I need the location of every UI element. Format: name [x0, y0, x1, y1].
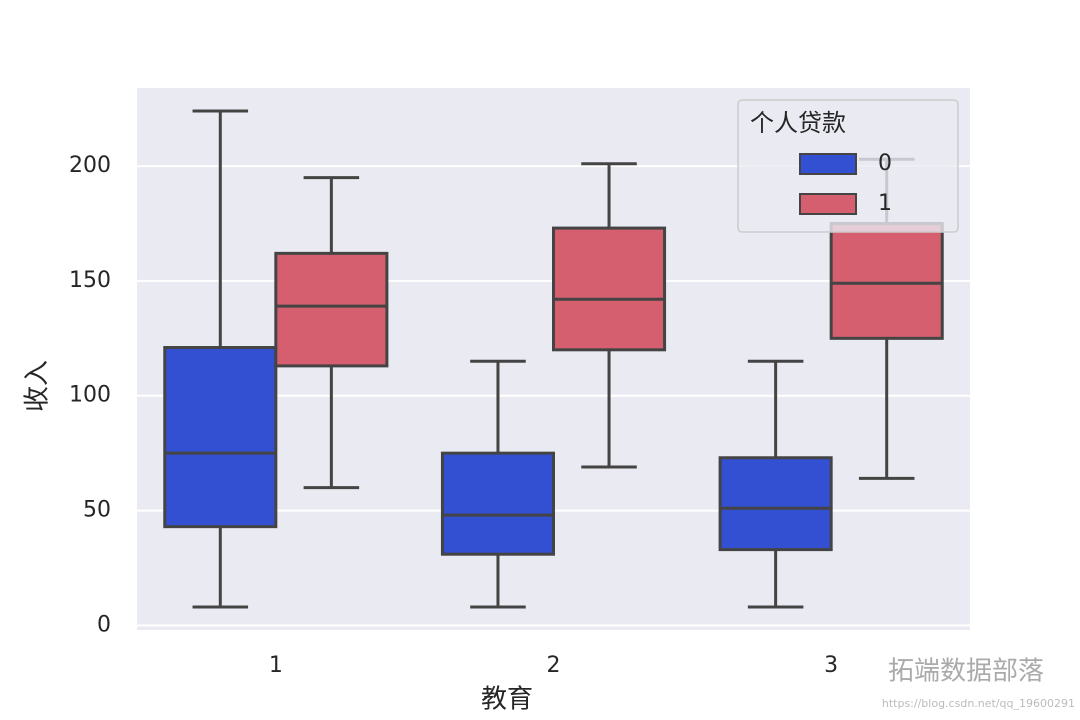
- plot: [137, 109, 970, 627]
- y-tick-label: 150: [69, 268, 111, 293]
- legend-label: 1: [878, 191, 892, 216]
- y-tick-label: 0: [97, 612, 111, 637]
- x-tick-label: 1: [269, 653, 283, 678]
- legend: 个人贷款 0 1: [737, 99, 959, 233]
- x-axis-label: 教育: [481, 685, 533, 715]
- box: [718, 456, 833, 552]
- box: [440, 451, 555, 556]
- y-tick-label: 200: [69, 153, 111, 178]
- watermark: 拓端数据部落: [888, 657, 1044, 687]
- x-tick-label: 3: [824, 653, 838, 678]
- x-tick-label: 2: [547, 653, 561, 678]
- box: [274, 251, 389, 368]
- legend-title: 个人贷款: [750, 109, 846, 137]
- legend-swatch: [799, 153, 857, 175]
- legend-label: 0: [878, 151, 892, 176]
- legend-swatch: [799, 193, 857, 215]
- y-axis-label: 收入: [23, 360, 53, 412]
- watermark-url: https://blog.csdn.net/qq_19600291: [882, 697, 1075, 710]
- box: [829, 222, 944, 340]
- y-tick-label: 100: [69, 383, 111, 408]
- box: [552, 226, 667, 352]
- box: [163, 346, 278, 529]
- y-tick-label: 50: [83, 498, 111, 523]
